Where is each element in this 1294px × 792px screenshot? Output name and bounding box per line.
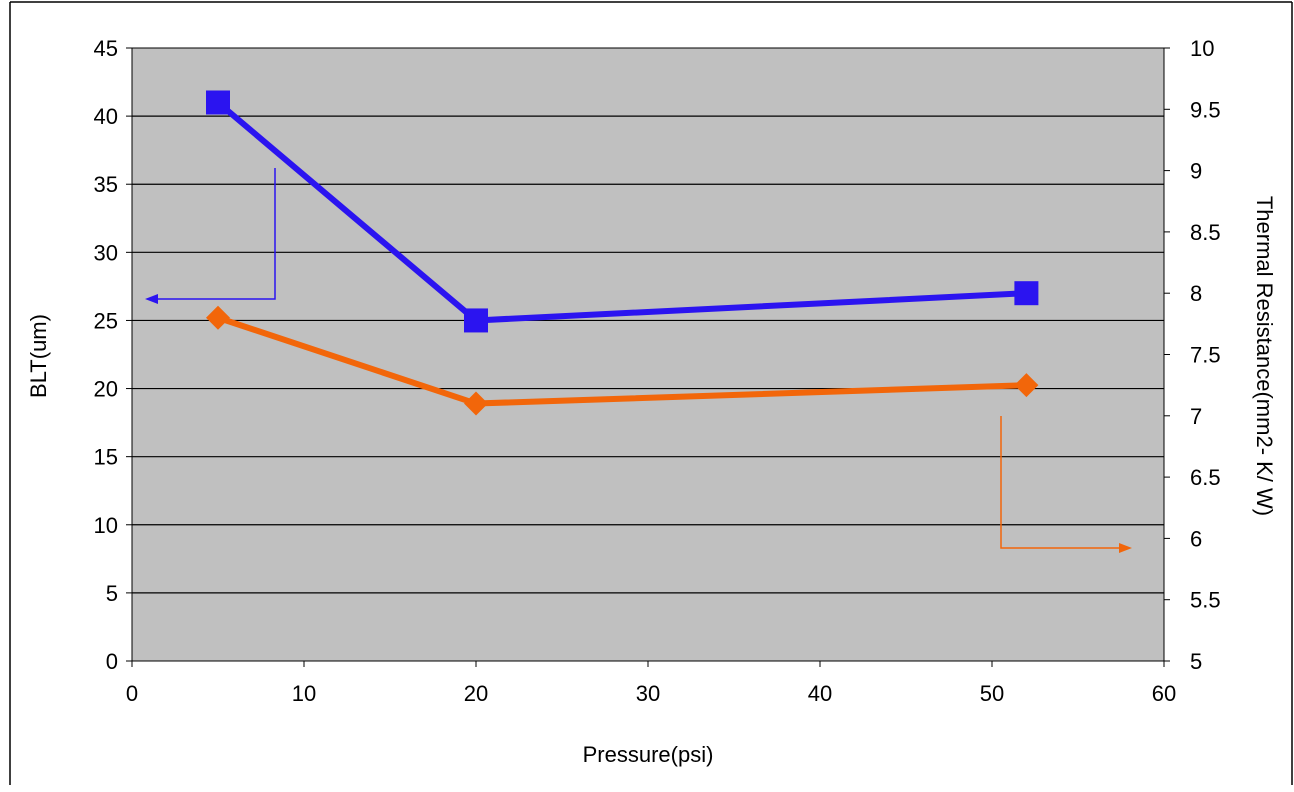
left-tick-label: 45	[94, 36, 118, 61]
series-1-square-marker	[206, 90, 230, 115]
left-tick-label: 10	[94, 513, 118, 538]
right-tick-label: 8.5	[1190, 220, 1221, 245]
series-2-diamond-marker	[1014, 373, 1039, 398]
x-tick-label: 40	[808, 681, 832, 706]
right-y-axis: 5 5.5 6 6.5 7 7.5 8 8.5 9 9.5 10	[1164, 36, 1221, 674]
left-tick-label: 5	[106, 581, 118, 606]
right-tick-label: 5	[1190, 649, 1202, 674]
right-y-axis-title: Thermal Resistance(mm2- K/ W)	[1252, 196, 1277, 516]
thermal-axis-arrow	[1000, 416, 1132, 553]
left-tick-label: 40	[94, 104, 118, 129]
x-tick-label: 50	[980, 681, 1004, 706]
series-layer	[206, 90, 1039, 416]
left-tick-label: 30	[94, 240, 118, 265]
right-tick-label: 9.5	[1190, 97, 1221, 122]
series-2-diamond-marker	[206, 305, 230, 330]
right-tick-label: 9	[1190, 159, 1202, 184]
x-axis-title: Pressure(psi)	[583, 742, 714, 767]
series-2-diamond-marker	[464, 391, 488, 416]
x-tick-label: 0	[126, 681, 138, 706]
series-1-square-marker	[464, 308, 488, 333]
series-1-square-marker	[1014, 281, 1039, 306]
right-tick-label: 8	[1190, 281, 1202, 306]
left-tick-label: 25	[94, 308, 118, 333]
left-tick-label: 15	[94, 445, 118, 470]
left-tick-label: 35	[94, 172, 118, 197]
right-tick-label: 6.5	[1190, 465, 1221, 490]
left-y-axis: 0 5 10 15 20 25 30 35 40 45	[94, 36, 132, 674]
right-tick-label: 10	[1190, 36, 1214, 61]
left-y-axis-title: BLT(um)	[26, 314, 51, 398]
blt-axis-arrow	[145, 168, 276, 304]
grid-lines	[132, 115, 1164, 594]
x-tick-label: 20	[464, 681, 488, 706]
right-tick-label: 5.5	[1190, 588, 1221, 613]
right-tick-label: 7.5	[1190, 343, 1221, 368]
x-tick-label: 30	[636, 681, 660, 706]
right-tick-label: 6	[1190, 526, 1202, 551]
right-tick-label: 7	[1190, 404, 1202, 429]
plot-area	[131, 47, 1165, 662]
left-tick-label: 20	[94, 377, 118, 402]
x-tick-label: 10	[292, 681, 316, 706]
left-tick-label: 0	[106, 649, 118, 674]
x-tick-label: 60	[1152, 681, 1176, 706]
x-axis: 0 10 20 30 40 50 60	[126, 661, 1176, 706]
